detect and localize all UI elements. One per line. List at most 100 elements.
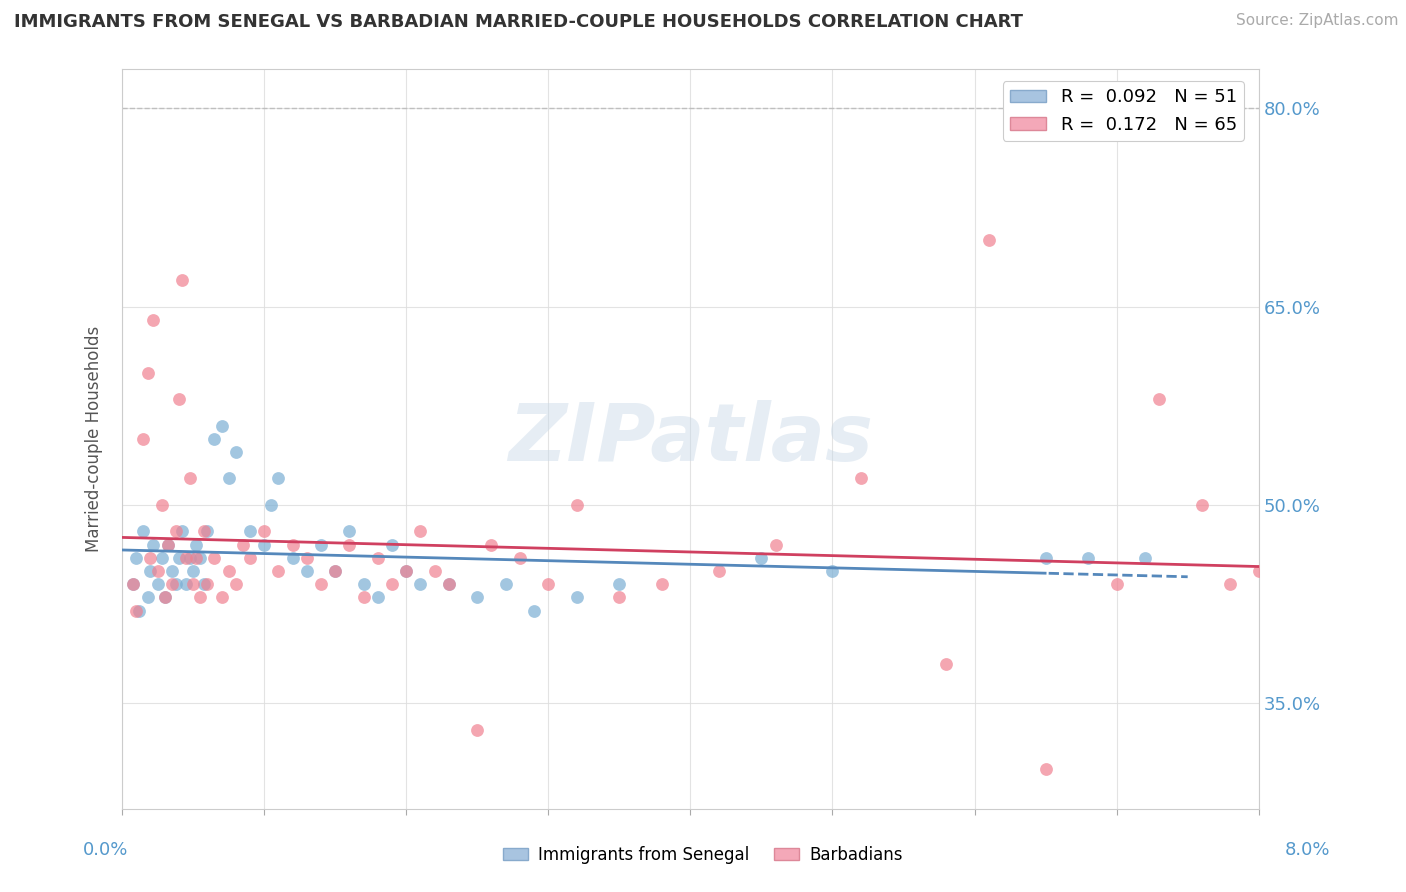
Point <box>260 498 283 512</box>
Point <box>146 564 169 578</box>
Point <box>218 564 240 578</box>
Point <box>174 550 197 565</box>
Point <box>1219 577 1241 591</box>
Point <box>153 591 176 605</box>
Point <box>128 604 150 618</box>
Text: Source: ZipAtlas.com: Source: ZipAtlas.com <box>1236 13 1399 29</box>
Point <box>437 577 460 591</box>
Point <box>1133 550 1156 565</box>
Point <box>607 577 630 591</box>
Point <box>239 550 262 565</box>
Text: IMMIGRANTS FROM SENEGAL VS BARBADIAN MARRIED-COUPLE HOUSEHOLDS CORRELATION CHART: IMMIGRANTS FROM SENEGAL VS BARBADIAN MAR… <box>14 13 1024 31</box>
Text: 8.0%: 8.0% <box>1285 841 1330 859</box>
Point <box>132 524 155 539</box>
Point <box>765 537 787 551</box>
Point <box>353 591 375 605</box>
Text: 0.0%: 0.0% <box>83 841 128 859</box>
Point <box>1035 550 1057 565</box>
Point <box>122 577 145 591</box>
Point <box>181 564 204 578</box>
Point <box>184 550 207 565</box>
Point <box>1275 577 1298 591</box>
Point <box>323 564 346 578</box>
Point <box>165 577 187 591</box>
Point <box>165 524 187 539</box>
Point <box>211 418 233 433</box>
Point <box>509 550 531 565</box>
Point <box>253 524 276 539</box>
Point <box>142 537 165 551</box>
Point <box>125 550 148 565</box>
Point <box>142 312 165 326</box>
Point <box>281 550 304 565</box>
Point <box>495 577 517 591</box>
Point <box>1191 498 1213 512</box>
Point <box>153 591 176 605</box>
Point <box>1375 564 1398 578</box>
Point <box>381 537 404 551</box>
Text: ZIPatlas: ZIPatlas <box>508 400 873 478</box>
Point <box>184 537 207 551</box>
Point <box>821 564 844 578</box>
Point <box>295 550 318 565</box>
Point <box>170 524 193 539</box>
Point <box>150 550 173 565</box>
Point <box>211 591 233 605</box>
Point <box>156 537 179 551</box>
Point <box>323 564 346 578</box>
Point <box>309 577 332 591</box>
Point <box>935 657 957 671</box>
Point <box>295 564 318 578</box>
Point <box>125 604 148 618</box>
Point <box>465 723 488 737</box>
Point <box>181 577 204 591</box>
Point <box>150 498 173 512</box>
Point <box>239 524 262 539</box>
Point <box>381 577 404 591</box>
Point <box>1149 392 1171 406</box>
Y-axis label: Married-couple Households: Married-couple Households <box>86 326 103 552</box>
Point <box>195 577 218 591</box>
Point <box>179 471 201 485</box>
Point <box>1347 591 1369 605</box>
Point <box>225 577 247 591</box>
Point <box>481 537 503 551</box>
Point <box>1333 564 1355 578</box>
Point <box>367 550 389 565</box>
Point <box>146 577 169 591</box>
Point <box>188 591 211 605</box>
Point <box>225 445 247 459</box>
Point <box>1077 550 1099 565</box>
Point <box>202 432 225 446</box>
Point <box>139 550 162 565</box>
Point <box>337 524 360 539</box>
Point <box>136 366 159 380</box>
Point <box>395 564 418 578</box>
Point <box>193 577 215 591</box>
Point <box>202 550 225 565</box>
Point <box>367 591 389 605</box>
Point <box>1247 564 1270 578</box>
Point <box>607 591 630 605</box>
Legend: R =  0.092   N = 51, R =  0.172   N = 65: R = 0.092 N = 51, R = 0.172 N = 65 <box>1002 81 1244 141</box>
Point <box>977 234 1000 248</box>
Point <box>160 577 183 591</box>
Point <box>122 577 145 591</box>
Point <box>409 524 432 539</box>
Point <box>281 537 304 551</box>
Point <box>179 550 201 565</box>
Point <box>409 577 432 591</box>
Point <box>353 577 375 591</box>
Point <box>423 564 446 578</box>
Point <box>565 591 588 605</box>
Point <box>309 537 332 551</box>
Point <box>395 564 418 578</box>
Point <box>651 577 673 591</box>
Point <box>1035 762 1057 776</box>
Point <box>167 550 190 565</box>
Point <box>267 471 290 485</box>
Point <box>1105 577 1128 591</box>
Point <box>174 577 197 591</box>
Point <box>751 550 773 565</box>
Point <box>337 537 360 551</box>
